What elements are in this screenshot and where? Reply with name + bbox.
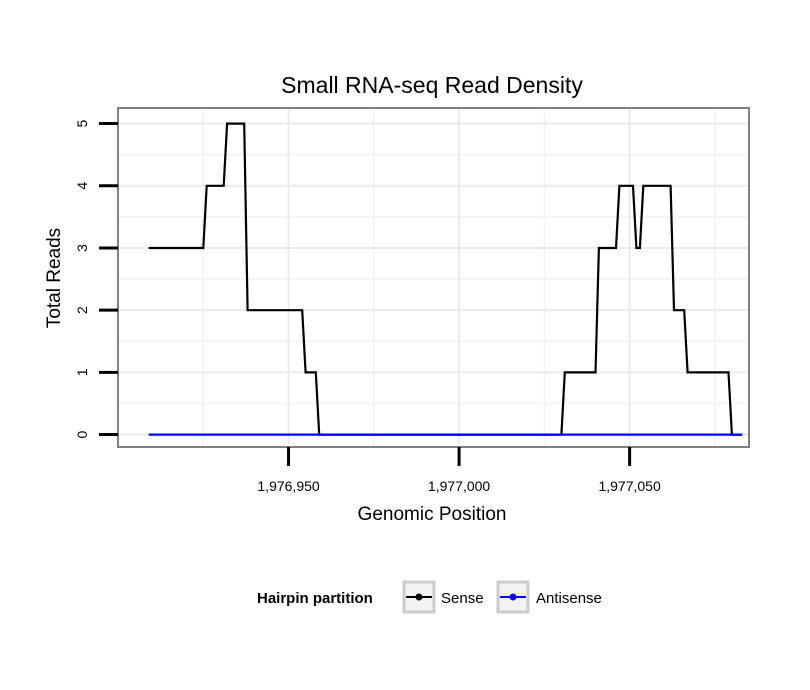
series-lines	[148, 122, 743, 436]
legend-label-sense: Sense	[441, 590, 484, 607]
legend-item-sense: Sense	[402, 580, 484, 614]
y-axis: 0 1 2 3 4 5	[74, 119, 118, 438]
y-tick-label: 2	[74, 306, 90, 314]
y-tick-label: 5	[74, 119, 90, 127]
x-tick-label: 1,977,000	[428, 478, 490, 494]
legend-point-sense	[415, 593, 423, 601]
x-axis-title: Genomic Position	[358, 504, 507, 525]
y-tick-label: 0	[74, 430, 90, 438]
plot-area	[117, 107, 750, 448]
plot-panel-border	[117, 107, 750, 448]
series-line-sense	[148, 122, 743, 436]
y-tick-label: 3	[74, 244, 90, 252]
x-tick-label: 1,976,950	[257, 478, 319, 494]
y-tick-label: 4	[74, 182, 90, 190]
y-axis-title: Total Reads	[44, 228, 65, 328]
legend-item-antisense: Antisense	[496, 580, 602, 614]
legend-label-antisense: Antisense	[536, 590, 602, 607]
x-tick-label: 1,977,050	[598, 478, 660, 494]
legend: Hairpin partition Sense Antisense	[257, 580, 602, 614]
x-axis: 1,976,950 1,977,000 1,977,050	[257, 447, 661, 494]
y-tick-label: 1	[74, 368, 90, 376]
legend-title: Hairpin partition	[257, 590, 373, 607]
plot-panel-background	[118, 108, 749, 447]
legend-point-antisense	[509, 593, 517, 601]
chart-title: Small RNA-seq Read Density	[281, 72, 583, 98]
